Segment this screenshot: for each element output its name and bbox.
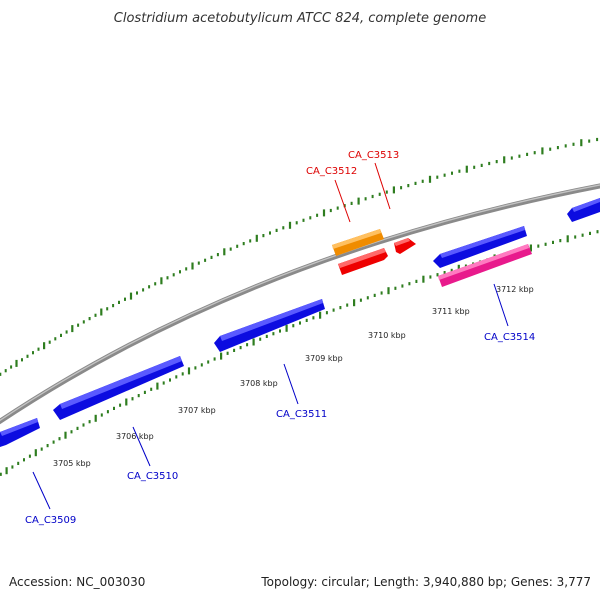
leader-line-ca-c3514	[493, 283, 509, 327]
topology-summary: Topology: circular; Length: 3,940,880 bp…	[260, 575, 591, 589]
kbp-label: 3705 kbp	[53, 459, 91, 468]
gene-label-ca-c3513[interactable]: CA_C3513	[348, 150, 399, 161]
gene-ca-c3514[interactable]	[438, 244, 532, 287]
gene-label-ca-c3510[interactable]: CA_C3510	[127, 471, 178, 482]
kbp-label: 3708 kbp	[240, 379, 278, 388]
kbp-label: 3706 kbp	[116, 432, 154, 441]
gene-ca-c3510[interactable]	[53, 356, 184, 420]
gene-label-ca-c3509[interactable]: CA_C3509	[25, 515, 76, 526]
coordinate-labels: 3705 kbp 3706 kbp 3707 kbp 3708 kbp 3709…	[53, 285, 534, 468]
kbp-label: 3712 kbp	[496, 285, 534, 294]
outer-tick-track	[0, 137, 599, 376]
leader-line-ca-c3509	[32, 471, 51, 510]
gene-label-ca-c3514[interactable]: CA_C3514	[484, 332, 535, 343]
kbp-label: 3711 kbp	[432, 307, 470, 316]
gene-ca-c3511[interactable]	[214, 299, 325, 352]
accession-text: Accession: NC_003030	[9, 575, 145, 589]
gene-ca-c3512-red[interactable]	[338, 248, 388, 275]
leader-line-ca-c3513	[374, 162, 391, 210]
inner-tick-track	[0, 230, 599, 476]
map-title: Clostridium acetobutylicum ATCC 824, com…	[114, 11, 486, 26]
leader-line-ca-c3512	[334, 179, 351, 223]
genome-backbone	[0, 183, 600, 425]
gene-ca-c3514-forward[interactable]	[433, 226, 527, 268]
gene-edge-right[interactable]	[567, 198, 600, 222]
kbp-label: 3709 kbp	[305, 354, 343, 363]
gene-ca-c3512[interactable]	[332, 229, 384, 256]
gene-ca-c3513[interactable]	[394, 238, 416, 254]
genome-backbone-highlight	[0, 184, 600, 422]
gene-ca-c3509[interactable]	[0, 418, 40, 447]
kbp-label: 3710 kbp	[368, 331, 406, 340]
gene-label-ca-c3511[interactable]: CA_C3511	[276, 409, 327, 420]
gene-label-ca-c3512[interactable]: CA_C3512	[306, 166, 357, 177]
leader-line-ca-c3510	[132, 426, 151, 467]
leader-line-ca-c3511	[283, 363, 299, 405]
kbp-label: 3707 kbp	[178, 406, 216, 415]
